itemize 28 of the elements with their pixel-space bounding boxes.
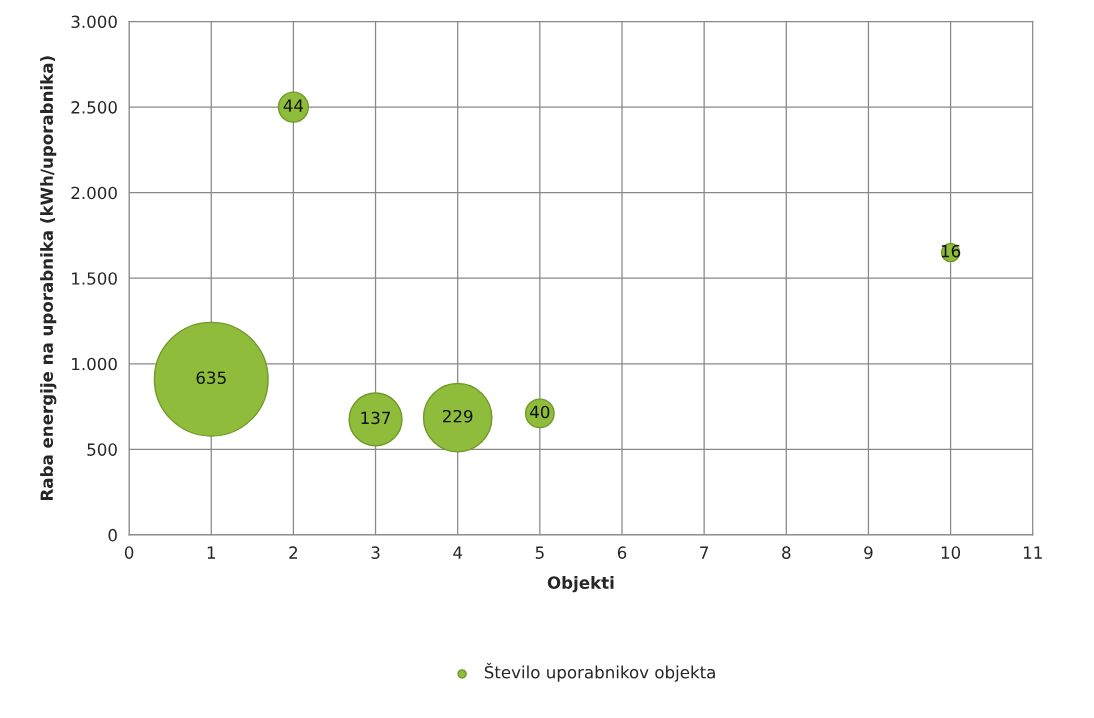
x-tick-label: 9	[864, 546, 873, 559]
x-tick-label: 4	[453, 546, 463, 559]
y-tick-label: 2.000	[71, 186, 117, 200]
y-tick-label: 500	[87, 443, 117, 456]
data-label: 44	[283, 99, 304, 112]
x-tick-label: 11	[1023, 546, 1042, 559]
y-tick-label: 3.000	[71, 15, 117, 29]
y-tick-label: 0	[108, 528, 117, 542]
x-tick-label: 8	[782, 546, 791, 559]
y-tick-label: 1.000	[72, 357, 117, 371]
legend-label: Število uporabnikov objekta	[484, 662, 715, 682]
data-label: 16	[941, 244, 961, 258]
y-tick-label: 1.500	[72, 272, 117, 285]
x-tick-label: 5	[535, 546, 544, 559]
x-tick-label: 7	[700, 546, 709, 559]
y-tick-label: 2.500	[71, 101, 117, 114]
x-tick-label: 3	[371, 546, 380, 559]
x-tick-label: 10	[941, 546, 961, 559]
x-tick-label: 1	[207, 546, 215, 559]
data-label: 40	[530, 405, 550, 419]
x-tick-label: 0	[124, 546, 134, 559]
y-axis-title: Raba energije na uporabnika (kWh/uporabnika)	[40, 56, 57, 501]
x-axis-title: Objekti	[547, 576, 614, 593]
data-label: 229	[443, 409, 473, 423]
data-label: 635	[196, 371, 226, 385]
data-label: 137	[361, 411, 391, 425]
x-tick-label: 2	[289, 546, 298, 559]
x-tick-label: 6	[617, 546, 627, 559]
